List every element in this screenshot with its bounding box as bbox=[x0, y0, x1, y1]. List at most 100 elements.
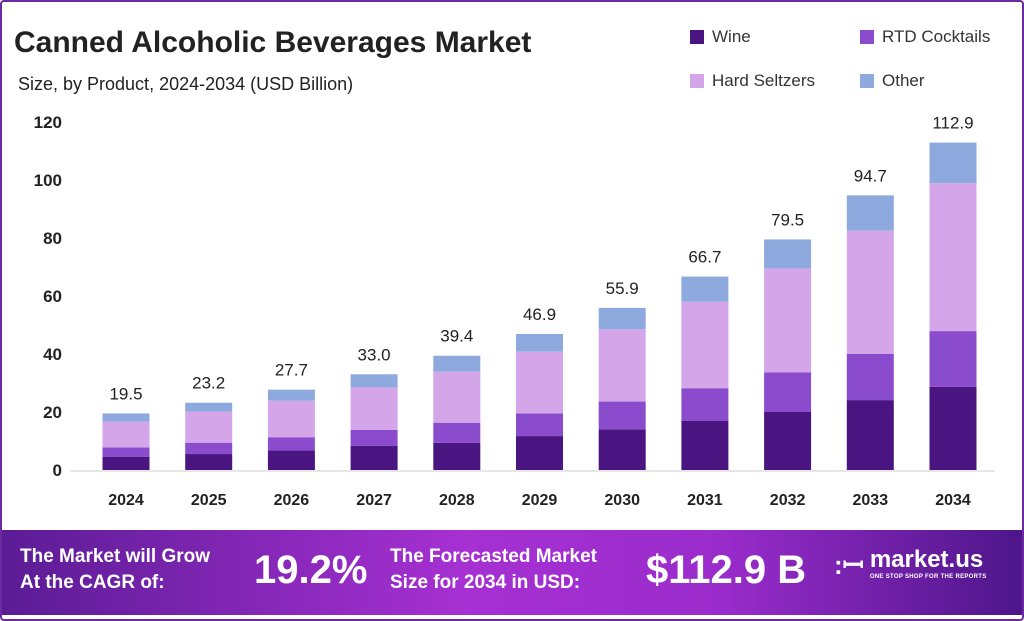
x-tick-label: 2028 bbox=[439, 492, 475, 509]
x-tick-label: 2034 bbox=[935, 492, 971, 509]
x-tick-label: 2033 bbox=[853, 492, 889, 509]
forecast-value: $112.9 B bbox=[646, 548, 807, 592]
legend-item-rtd-cocktails: RTD Cocktails bbox=[860, 27, 990, 47]
bar-segment-hard-seltzers bbox=[350, 387, 398, 430]
bar-segment-wine bbox=[516, 436, 563, 470]
chart-title: Canned Alcoholic Beverages Market bbox=[14, 26, 532, 59]
forecast-label-line1: The Forecasted Market bbox=[390, 546, 597, 567]
legend-swatch bbox=[690, 74, 704, 88]
bar-segment-other bbox=[764, 239, 812, 269]
bar-segment-other bbox=[681, 276, 729, 302]
y-tick-label: 100 bbox=[34, 171, 62, 190]
cagr-label-line1: The Market will Grow bbox=[20, 546, 211, 567]
forecast-label-line2: Size for 2034 in USD: bbox=[390, 572, 581, 593]
bar-segment-hard-seltzers bbox=[433, 371, 481, 423]
bar-segment-other bbox=[267, 389, 315, 401]
market-us-logo: :ꟷ market.us ONE STOP SHOP FOR THE REPOR… bbox=[834, 546, 987, 582]
bar-segment-other bbox=[516, 333, 563, 352]
y-tick-label: 80 bbox=[43, 229, 62, 248]
summary-banner: The Market will Grow At the CAGR of: 19.2… bbox=[2, 530, 1022, 615]
y-tick-label: 120 bbox=[34, 113, 62, 132]
legend-item-wine: Wine bbox=[690, 27, 751, 47]
bar-segment-wine bbox=[929, 386, 977, 470]
bar-total-label: 66.7 bbox=[688, 248, 721, 267]
bar-segment-rtd-cocktails bbox=[102, 447, 150, 457]
cagr-label-line2: At the CAGR of: bbox=[20, 572, 165, 593]
bar-segment-rtd-cocktails bbox=[267, 437, 315, 451]
bar-segment-other bbox=[185, 402, 233, 412]
bar-segment-wine bbox=[267, 450, 315, 470]
bar-segment-rtd-cocktails bbox=[598, 401, 646, 430]
bar-segment-wine bbox=[102, 456, 150, 470]
legend-label: Other bbox=[882, 71, 925, 90]
cagr-label: The Market will Grow At the CAGR of: bbox=[20, 544, 210, 596]
bar-segment-hard-seltzers bbox=[185, 411, 233, 443]
x-tick-label: 2030 bbox=[604, 492, 640, 509]
bar-total-label: 27.7 bbox=[275, 361, 308, 380]
x-tick-label: 2025 bbox=[191, 492, 227, 509]
bar-segment-rtd-cocktails bbox=[929, 331, 977, 387]
legend-label: RTD Cocktails bbox=[882, 27, 991, 46]
bar-segment-hard-seltzers bbox=[598, 329, 646, 402]
bar-segment-other bbox=[102, 413, 150, 422]
x-tick-label: 2029 bbox=[522, 492, 558, 509]
bar-total-label: 39.4 bbox=[440, 327, 473, 346]
logo-name: market.us bbox=[869, 546, 984, 573]
bar-segment-hard-seltzers bbox=[846, 230, 894, 354]
y-tick-label: 20 bbox=[43, 403, 62, 422]
bar-segment-rtd-cocktails bbox=[846, 354, 894, 401]
forecast-label: The Forecasted Market Size for 2034 in US… bbox=[390, 544, 597, 596]
bar-segment-other bbox=[846, 195, 894, 231]
bar-segment-other bbox=[350, 374, 398, 388]
bar-segment-rtd-cocktails bbox=[516, 413, 563, 437]
logo-text: market.us ONE STOP SHOP FOR THE REPORTS bbox=[870, 547, 987, 581]
bar-segment-wine bbox=[598, 429, 646, 470]
legend-swatch bbox=[860, 74, 874, 88]
y-tick-label: 40 bbox=[43, 345, 62, 364]
bar-total-label: 46.9 bbox=[523, 305, 556, 324]
bar-segment-hard-seltzers bbox=[102, 421, 150, 448]
logo-mark-icon: :ꟷ bbox=[834, 550, 864, 580]
cagr-value: 19.2% bbox=[254, 548, 368, 592]
bar-segment-other bbox=[929, 142, 977, 184]
bar-total-label: 23.2 bbox=[192, 374, 225, 393]
x-tick-label: 2024 bbox=[108, 492, 144, 509]
x-tick-label: 2031 bbox=[687, 492, 723, 509]
x-tick-label: 2027 bbox=[356, 492, 392, 509]
x-tick-label: 2032 bbox=[770, 492, 806, 509]
bar-segment-wine bbox=[433, 442, 481, 470]
bar-segment-wine bbox=[846, 400, 894, 470]
bar-segment-other bbox=[433, 355, 481, 372]
chart-subtitle: Size, by Product, 2024-2034 (USD Billion… bbox=[18, 74, 354, 94]
bar-total-label: 79.5 bbox=[771, 210, 804, 229]
bar-total-label: 94.7 bbox=[854, 166, 887, 185]
bar-segment-hard-seltzers bbox=[929, 183, 977, 332]
bar-segment-hard-seltzers bbox=[764, 268, 812, 373]
bar-segment-hard-seltzers bbox=[267, 400, 315, 438]
x-tick-label: 2026 bbox=[274, 492, 310, 509]
bar-segment-hard-seltzers bbox=[681, 301, 729, 389]
bar-segment-other bbox=[598, 307, 646, 330]
logo-tagline: ONE STOP SHOP FOR THE REPORTS bbox=[869, 574, 987, 580]
bar-segment-rtd-cocktails bbox=[764, 372, 812, 412]
bar-total-label: 55.9 bbox=[606, 279, 639, 298]
bar-total-label: 112.9 bbox=[932, 114, 973, 133]
bar-segment-wine bbox=[764, 412, 812, 470]
bar-total-label: 33.0 bbox=[358, 345, 391, 364]
bar-segment-wine bbox=[681, 420, 729, 470]
chart-plot: 0 20 40 60 80 100 120 19.5 2024 23.2 2025 27.7 2026 3… bbox=[34, 113, 995, 509]
bar-segment-rtd-cocktails bbox=[433, 422, 481, 443]
bar-segment-wine bbox=[350, 445, 398, 470]
bar-segment-rtd-cocktails bbox=[681, 388, 729, 421]
legend-label: Hard Seltzers bbox=[712, 71, 815, 90]
bar-segment-rtd-cocktails bbox=[185, 442, 233, 455]
legend-swatch bbox=[860, 30, 874, 44]
legend-item-hard-seltzers: Hard Seltzers bbox=[690, 71, 815, 91]
y-tick-label: 60 bbox=[43, 287, 62, 306]
legend-label: Wine bbox=[712, 27, 751, 46]
bar-segment-wine bbox=[185, 454, 233, 470]
legend-swatch bbox=[690, 30, 704, 44]
y-tick-label: 0 bbox=[53, 461, 62, 480]
bar-segment-hard-seltzers bbox=[516, 351, 563, 414]
